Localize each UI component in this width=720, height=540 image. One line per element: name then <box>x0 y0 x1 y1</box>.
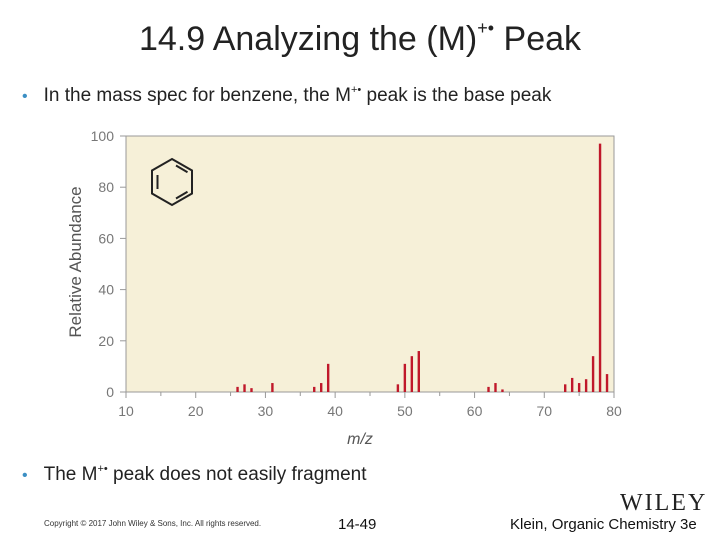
bullet2-sup: +• <box>97 463 108 475</box>
bullet1-suffix: peak is the base peak <box>361 85 552 106</box>
title-radical-cation-sup: +• <box>477 18 495 38</box>
y-tick-label: 100 <box>91 128 115 144</box>
y-axis-label: Relative Abundance <box>66 186 85 337</box>
x-tick-label: 40 <box>327 403 343 419</box>
y-tick-label: 20 <box>98 333 114 349</box>
y-tick-label: 80 <box>98 179 114 195</box>
y-tick-label: 0 <box>106 384 114 400</box>
slide-title: 14.9 Analyzing the (M)+• Peak <box>0 18 720 59</box>
bullet-dot-icon: • <box>22 88 28 105</box>
bullet1-prefix: In the mass spec for benzene, the M <box>43 85 351 106</box>
bullet-no-fragment: • The M+• peak does not easily fragment <box>22 463 367 486</box>
x-tick-label: 50 <box>397 403 413 419</box>
wiley-logo: WILEY <box>620 490 708 516</box>
y-tick-label: 40 <box>98 282 114 298</box>
title-prefix: 14.9 Analyzing the (M) <box>138 20 478 58</box>
x-tick-label: 80 <box>606 403 622 419</box>
x-axis-label: m/z <box>347 431 373 448</box>
x-tick-label: 70 <box>536 403 552 419</box>
x-tick-label: 30 <box>258 403 274 419</box>
footer-book-title: Klein, Organic Chemistry 3e <box>510 516 697 533</box>
y-tick-label: 60 <box>98 230 114 246</box>
bullet2-suffix: peak does not easily fragment <box>107 464 367 485</box>
bullet-dot-icon: • <box>22 467 28 484</box>
x-tick-label: 10 <box>118 403 134 419</box>
x-tick-label: 60 <box>467 403 483 419</box>
footer-page-number: 14-49 <box>338 516 377 533</box>
x-tick-label: 20 <box>188 403 204 419</box>
bullet-base-peak: • In the mass spec for benzene, the M+• p… <box>22 84 551 107</box>
mass-spectrum-chart: 0 20 40 60 80 100 10 20 30 40 50 60 70 80 m/z Relative … <box>66 128 622 448</box>
benzene-structure-icon <box>151 157 193 207</box>
bullet2-prefix: The M <box>43 464 98 485</box>
plot-area <box>125 135 615 393</box>
footer-copyright: Copyright © 2017 John Wiley & Sons, Inc.… <box>44 519 262 528</box>
title-suffix: Peak <box>494 20 582 58</box>
bullet1-sup: +• <box>350 84 362 96</box>
